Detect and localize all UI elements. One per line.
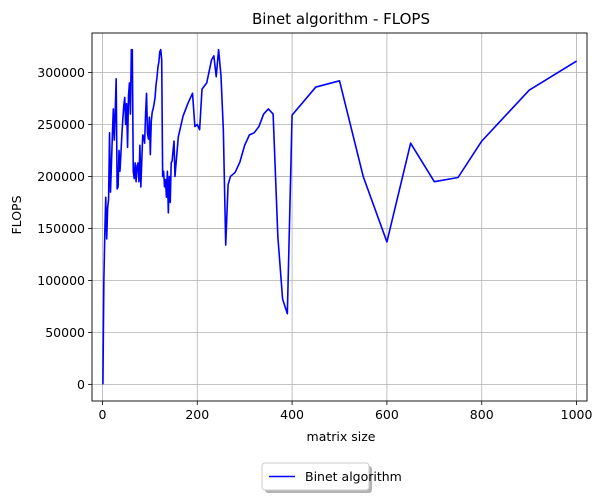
y-axis-label: FLOPS <box>9 195 24 234</box>
x-axis-ticks: 0 200 400 600 800 1000 <box>98 401 593 422</box>
x-tick-label: 200 <box>185 407 209 422</box>
x-tick-label: 800 <box>470 407 494 422</box>
x-tick-label: 0 <box>98 407 106 422</box>
y-tick-label: 50000 <box>45 325 85 340</box>
legend: Binet algorithm <box>261 462 402 493</box>
y-tick-label: 250000 <box>37 117 85 132</box>
y-tick-label: 0 <box>77 377 85 392</box>
y-tick-label: 150000 <box>37 221 85 236</box>
y-axis-ticks: 0 50000 100000 150000 200000 250000 300000 <box>37 65 92 392</box>
y-tick-label: 200000 <box>37 169 85 184</box>
x-tick-label: 400 <box>280 407 304 422</box>
y-tick-label: 100000 <box>37 273 85 288</box>
legend-box <box>261 462 370 491</box>
chart-title: Binet algorithm - FLOPS <box>252 10 430 28</box>
x-tick-label: 1000 <box>561 407 593 422</box>
x-tick-label: 600 <box>375 407 399 422</box>
series-line-binet <box>102 48 577 385</box>
y-tick-label: 300000 <box>37 65 85 80</box>
x-axis-label: matrix size <box>307 429 376 444</box>
plot-frame <box>91 32 588 402</box>
legend-label: Binet algorithm <box>305 469 402 484</box>
